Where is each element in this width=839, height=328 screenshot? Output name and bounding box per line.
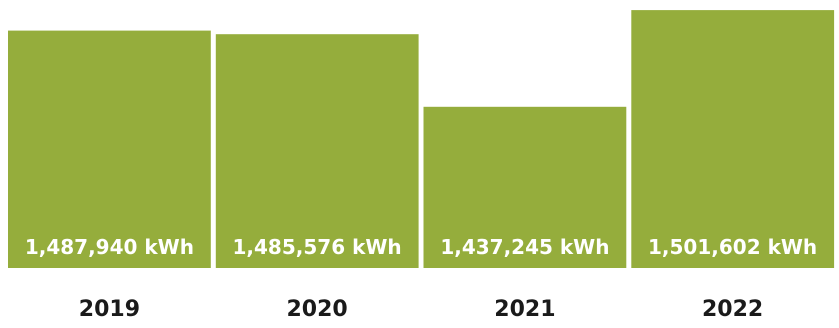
bar-data-label-2019: 1,487,940 kWh	[25, 235, 194, 259]
bar-2020	[215, 34, 419, 269]
bars-group	[8, 10, 835, 269]
bar-data-label-2021: 1,437,245 kWh	[440, 235, 609, 259]
x-tick-label-2019: 2019	[79, 297, 140, 322]
bar-data-label-2022: 1,501,602 kWh	[648, 235, 817, 259]
bar-labels-group: 1,487,940 kWh 1,485,576 kWh 1,437,245 kWh 1…	[25, 235, 817, 259]
bar-2021	[423, 106, 627, 268]
x-tick-label-2022: 2022	[702, 297, 763, 322]
bar-2019	[8, 30, 211, 268]
x-tick-label-2021: 2021	[494, 297, 555, 322]
x-axis-tick-labels: 2019 2020 2021 2022	[79, 297, 763, 322]
bar-data-label-2020: 1,485,576 kWh	[233, 235, 402, 259]
x-tick-label-2020: 2020	[286, 297, 347, 322]
bar-2022	[631, 10, 835, 268]
